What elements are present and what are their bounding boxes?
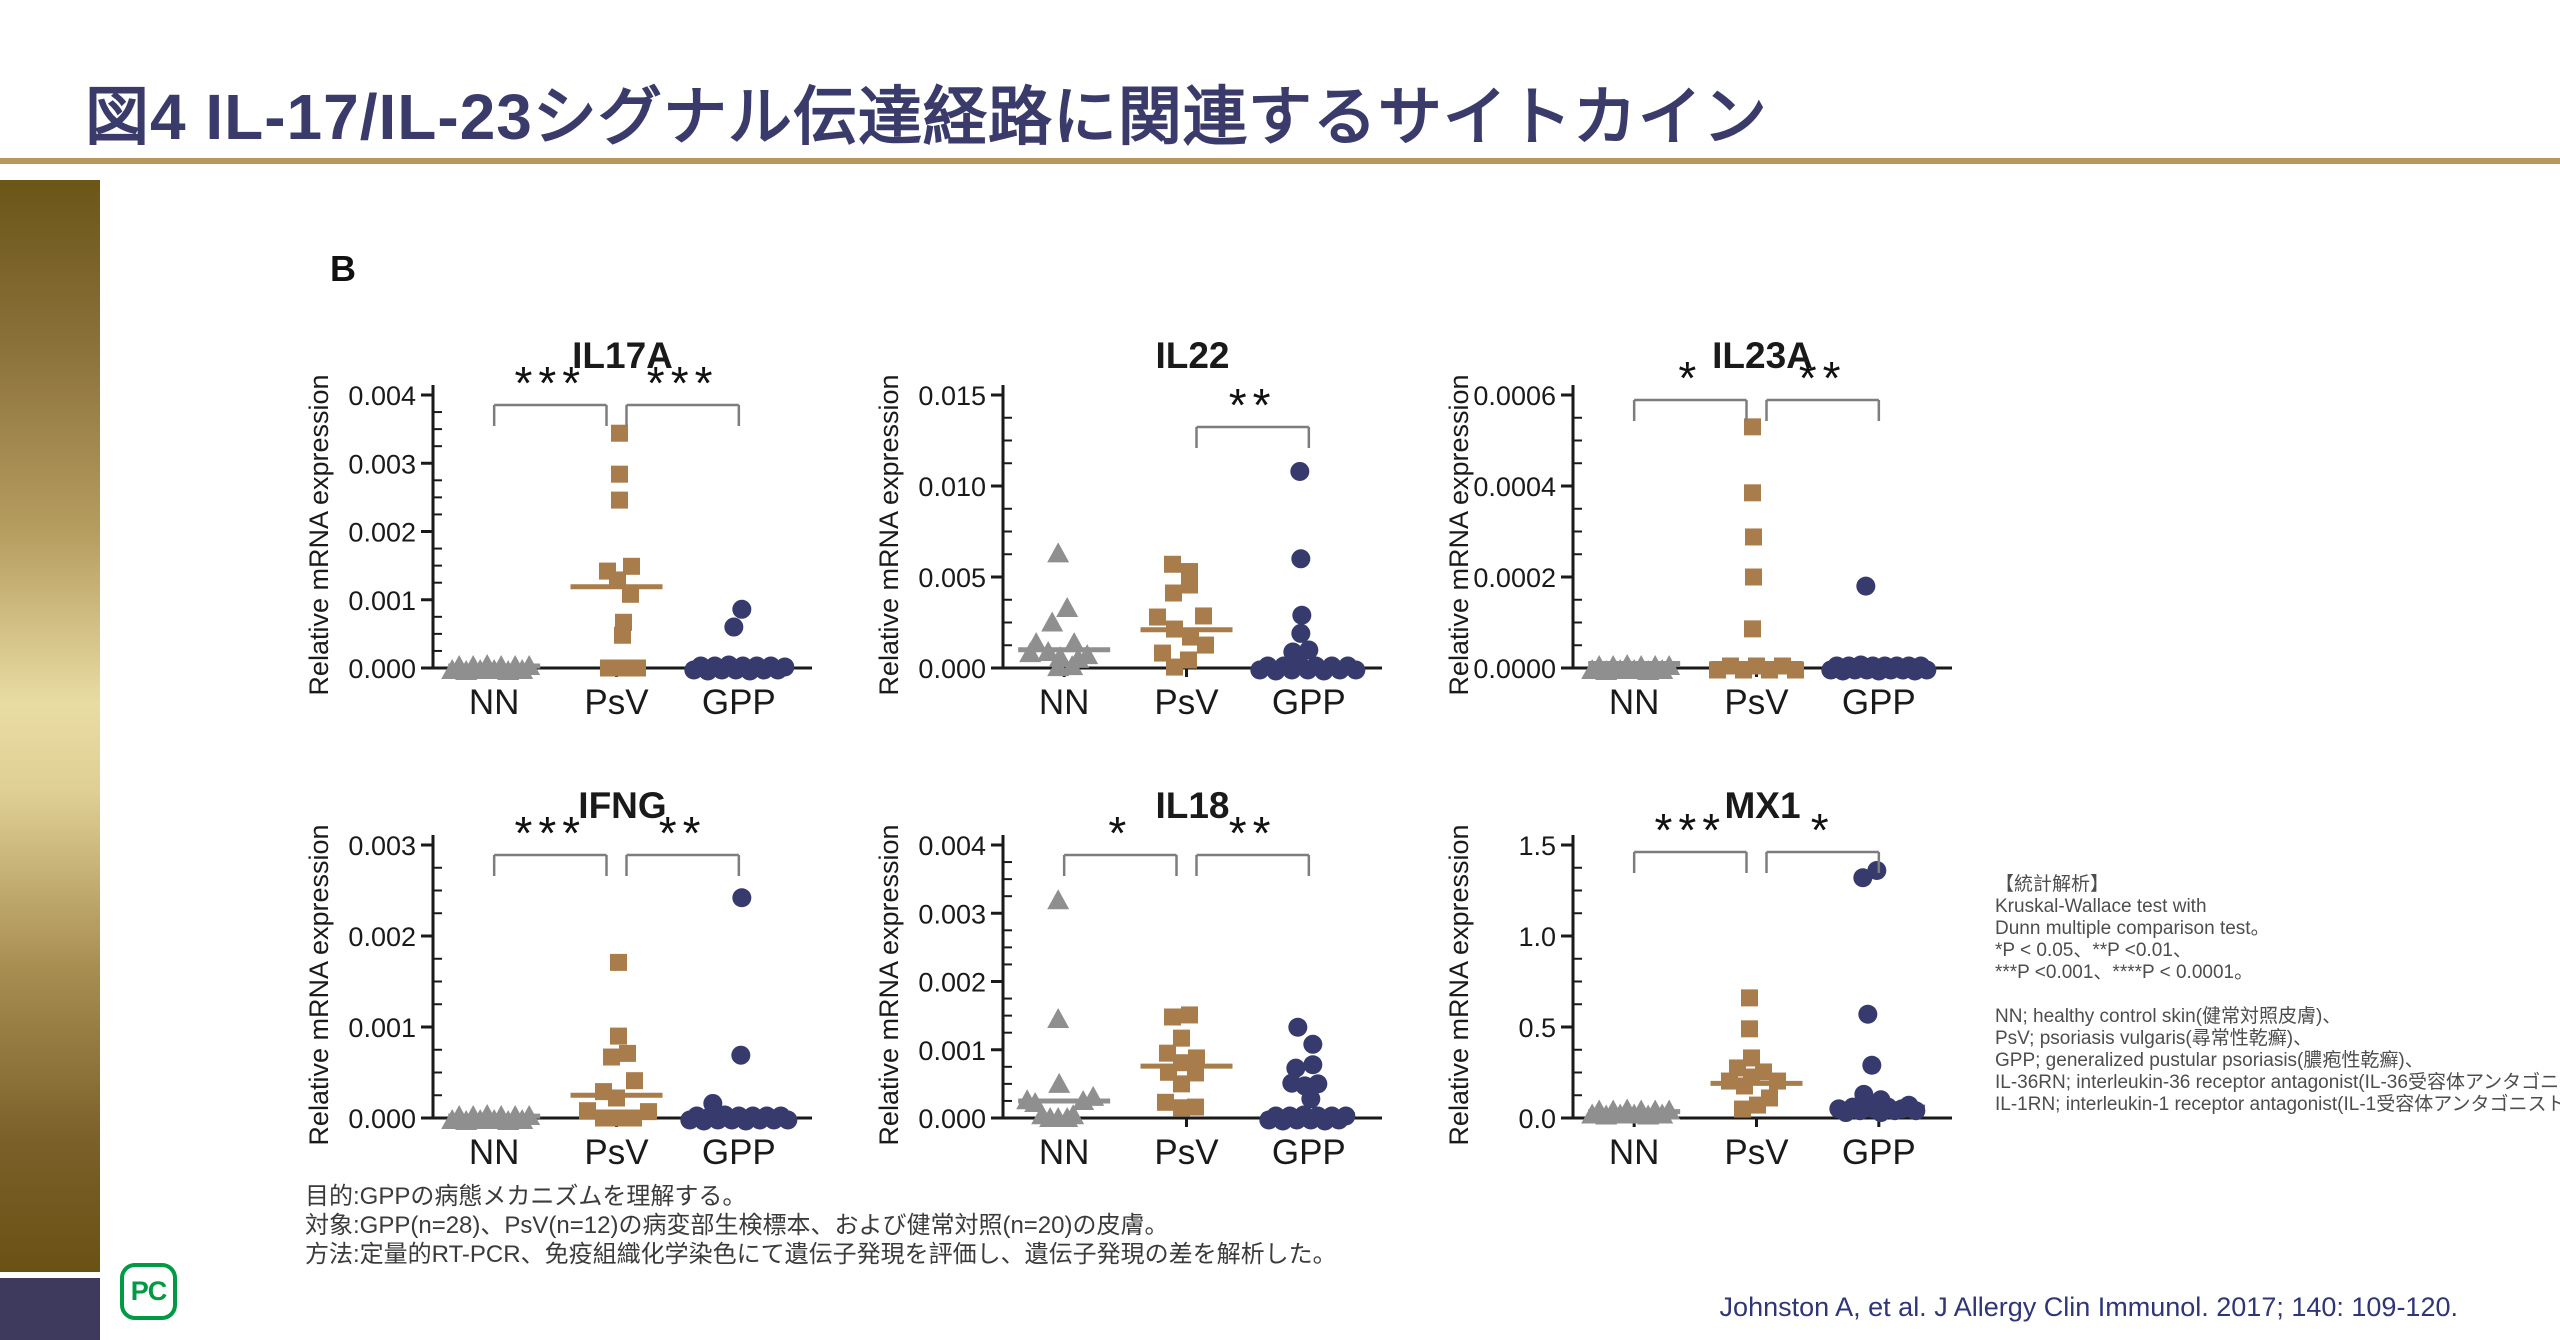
title-divider-rule	[0, 158, 2560, 164]
svg-text:0.010: 0.010	[918, 472, 986, 502]
svg-text:1.5: 1.5	[1518, 831, 1556, 861]
scatter-chart-il18: IL18 Relative mRNA expression 0.000 0.001 0.…	[874, 785, 1382, 1172]
svg-text:**: **	[1229, 807, 1277, 859]
svg-text:0.000: 0.000	[348, 1104, 416, 1134]
svg-text:***: ***	[1654, 804, 1726, 856]
svg-text:0.0002: 0.0002	[1473, 563, 1556, 593]
svg-text:IL17A: IL17A	[572, 335, 673, 376]
svg-text:***: ***	[647, 357, 719, 409]
svg-text:Relative mRNA expression: Relative mRNA expression	[304, 824, 334, 1145]
study-summary: 目的:GPPの病態メカニズムを理解する。 対象:GPP(n=28)、PsV(n=…	[305, 1182, 1337, 1269]
page-title: 図4 IL-17/IL-23シグナル伝達経路に関連するサイトカイン	[85, 81, 1768, 153]
svg-text:0.005: 0.005	[918, 563, 986, 593]
svg-text:IFNG: IFNG	[578, 785, 666, 826]
svg-text:MX1: MX1	[1724, 785, 1800, 826]
svg-text:0.004: 0.004	[918, 831, 986, 861]
svg-text:0.001: 0.001	[348, 586, 416, 616]
svg-text:*: *	[1811, 804, 1835, 856]
svg-text:0.001: 0.001	[918, 1036, 986, 1066]
svg-text:0.002: 0.002	[348, 518, 416, 548]
svg-text:Relative mRNA expression: Relative mRNA expression	[874, 824, 904, 1145]
pc-logo-text: PC	[130, 1276, 168, 1306]
svg-text:NN: NN	[1609, 1133, 1660, 1172]
svg-text:0.003: 0.003	[918, 899, 986, 929]
svg-text:GPP: GPP	[1842, 1133, 1916, 1172]
svg-text:GPP: GPP	[1272, 1133, 1346, 1172]
svg-text:0.003: 0.003	[348, 449, 416, 479]
svg-text:0.000: 0.000	[918, 1104, 986, 1134]
scatter-chart-il22: IL22 Relative mRNA expression 0.000 0.005 0.…	[874, 335, 1382, 722]
svg-text:0.002: 0.002	[918, 968, 986, 998]
pc-logo: PC	[120, 1263, 177, 1320]
scatter-chart-il23a: IL23A Relative mRNA expression 0.0000 0.000…	[1444, 335, 1952, 722]
svg-text:PsV: PsV	[1154, 1133, 1219, 1172]
left-gradient-bar	[0, 180, 100, 1272]
svg-text:0.0004: 0.0004	[1473, 472, 1556, 502]
svg-text:0.5: 0.5	[1518, 1013, 1556, 1043]
left-navy-block	[0, 1278, 100, 1340]
svg-text:0.000: 0.000	[348, 654, 416, 684]
svg-text:Relative mRNA expression: Relative mRNA expression	[874, 374, 904, 695]
svg-text:PsV: PsV	[1724, 683, 1789, 722]
svg-text:NN: NN	[469, 1133, 520, 1172]
svg-text:0.0006: 0.0006	[1473, 381, 1556, 411]
svg-text:GPP: GPP	[702, 1133, 776, 1172]
svg-text:1.0: 1.0	[1518, 922, 1556, 952]
svg-text:IL23A: IL23A	[1712, 335, 1813, 376]
citation: Johnston A, et al. J Allergy Clin Immuno…	[1719, 1292, 2458, 1322]
svg-text:Relative mRNA expression: Relative mRNA expression	[304, 374, 334, 695]
svg-text:***: ***	[514, 807, 586, 859]
svg-text:PsV: PsV	[1154, 683, 1219, 722]
svg-text:***: ***	[514, 357, 586, 409]
svg-text:0.002: 0.002	[348, 922, 416, 952]
scatter-chart-ifng: IFNG Relative mRNA expression 0.000 0.001 0.…	[304, 785, 812, 1172]
svg-text:0.001: 0.001	[348, 1013, 416, 1043]
svg-text:**: **	[1229, 379, 1277, 431]
svg-text:0.0000: 0.0000	[1473, 654, 1556, 684]
svg-text:**: **	[1799, 352, 1847, 404]
svg-text:Relative mRNA expression: Relative mRNA expression	[1444, 374, 1474, 695]
svg-text:NN: NN	[1609, 683, 1660, 722]
study-methods: 方法:定量的RT-PCR、免疫組織化学染色にて遺伝子発現を評価し、遺伝子発現の差…	[305, 1241, 1337, 1268]
svg-text:IL18: IL18	[1155, 785, 1229, 826]
svg-text:GPP: GPP	[702, 683, 776, 722]
svg-text:NN: NN	[1039, 1133, 1090, 1172]
stats-note: 【統計解析】 Kruskal-Wallace test with Dunn mult…	[1995, 874, 2560, 1115]
svg-text:GPP: GPP	[1842, 683, 1916, 722]
svg-text:GPP: GPP	[1272, 683, 1346, 722]
study-subjects: 対象:GPP(n=28)、PsV(n=12)の病変部生検標本、および健常対照(n…	[305, 1212, 1169, 1239]
svg-text:*: *	[1678, 352, 1702, 404]
svg-text:Relative mRNA expression: Relative mRNA expression	[1444, 824, 1474, 1145]
svg-text:NN: NN	[1039, 683, 1090, 722]
svg-text:IL22: IL22	[1155, 335, 1229, 376]
svg-text:PsV: PsV	[1724, 1133, 1789, 1172]
study-objective: 目的:GPPの病態メカニズムを理解する。	[305, 1183, 747, 1210]
svg-text:PsV: PsV	[584, 1133, 649, 1172]
svg-text:0.004: 0.004	[348, 381, 416, 411]
svg-text:0.000: 0.000	[918, 654, 986, 684]
svg-text:PsV: PsV	[584, 683, 649, 722]
panel-label-b: B	[330, 248, 356, 289]
scatter-chart-il17a: IL17A Relative mRNA expression 0.000 0.001 0…	[304, 335, 812, 722]
scatter-chart-mx1: MX1 Relative mRNA expression 0.0 0.5 1.0 1.5 N…	[1444, 785, 1952, 1172]
svg-text:0.003: 0.003	[348, 831, 416, 861]
svg-text:NN: NN	[469, 683, 520, 722]
svg-text:**: **	[659, 807, 707, 859]
svg-text:0.015: 0.015	[918, 381, 986, 411]
svg-text:0.0: 0.0	[1518, 1104, 1556, 1134]
svg-text:*: *	[1108, 807, 1132, 859]
